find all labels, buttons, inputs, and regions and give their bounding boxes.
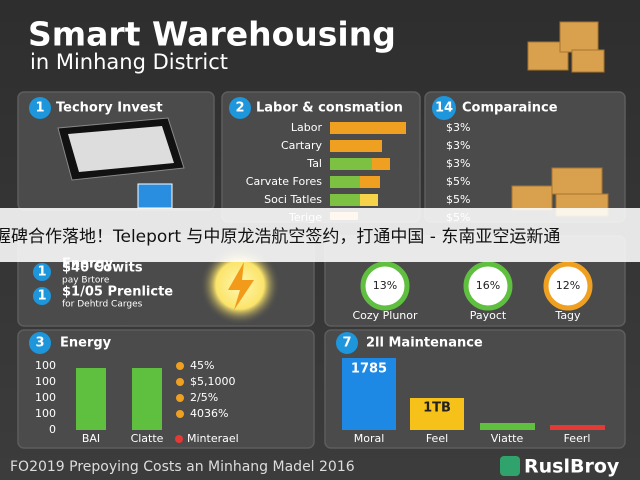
- badge: [336, 332, 358, 354]
- bar: [410, 398, 464, 430]
- category-label: Minterael: [187, 432, 239, 445]
- panel-title: Techory Invest: [56, 101, 163, 116]
- badge: [33, 287, 51, 305]
- rate-label: Cozy Plunor: [352, 309, 418, 322]
- badge-number: 1: [37, 265, 46, 280]
- item-value: $1/05 Prenlicte: [62, 285, 173, 300]
- legend-label: 2/5%: [190, 391, 218, 404]
- bar: [480, 423, 535, 430]
- legend-dot: [176, 362, 184, 370]
- panel-title: Energy: [60, 336, 112, 351]
- badge: [432, 96, 456, 120]
- legend-label: 4036%: [190, 407, 228, 420]
- row-label: Cartary: [281, 139, 323, 152]
- rate-ring: [543, 261, 593, 311]
- badge: [29, 332, 51, 354]
- category-label: Feel: [426, 432, 448, 445]
- bar: [76, 368, 106, 430]
- badge-number: 3: [35, 336, 44, 351]
- brand: RuslBroy: [524, 456, 620, 478]
- subtitle: in Minhang District: [30, 50, 228, 74]
- bar: [550, 425, 605, 430]
- axis-label: 100: [35, 407, 56, 420]
- axis-label: 100: [35, 375, 56, 388]
- axis-label: 100: [35, 359, 56, 372]
- row-value: $5%: [446, 193, 470, 206]
- category-label: Viatte: [491, 432, 524, 445]
- tablet-screen: [68, 126, 174, 172]
- row-value: $3%: [446, 157, 470, 170]
- legend-dot: [176, 394, 184, 402]
- lightning-icon: [228, 262, 254, 310]
- banner: [0, 208, 640, 262]
- category-label: Feerl: [564, 432, 591, 445]
- item-value: $40 Cowits: [62, 261, 143, 276]
- rate-ring: [360, 261, 410, 311]
- row-value: $5%: [446, 175, 470, 188]
- brand-icon: [500, 456, 520, 476]
- panel: [324, 329, 626, 449]
- legend-dot: [176, 378, 184, 386]
- rate-value: 13%: [373, 279, 397, 292]
- panel-title: Comparaince: [462, 101, 558, 116]
- row-label: Carvate Fores: [246, 175, 322, 188]
- legend-label: $5,1000: [190, 375, 236, 388]
- boxes-icon: [527, 21, 605, 73]
- footer-text: FO2019 Prepoying Costs an Minhang Madel …: [10, 459, 355, 475]
- legend-dot: [176, 410, 184, 418]
- bar-label: 1785: [351, 362, 387, 377]
- row-value: $3%: [446, 121, 470, 134]
- badge-number: 1: [37, 289, 46, 304]
- axis-label: 100: [35, 391, 56, 404]
- badge: [29, 97, 51, 119]
- banner-text: 握碑合作落地！Teleport 与中原龙浩航空签约，打通中国 - 东南亚空运新通: [0, 227, 560, 247]
- badge: [33, 263, 51, 281]
- badge-number: 7: [342, 336, 351, 351]
- badge-number: 2: [235, 101, 244, 116]
- legend-label: 45%: [190, 359, 214, 372]
- title: Smart Warehousing: [28, 15, 396, 54]
- rate-value: 16%: [476, 279, 500, 292]
- badge-number: 1: [35, 101, 44, 116]
- row-value: $3%: [446, 139, 470, 152]
- item-note: pay Brtore: [62, 276, 110, 286]
- rate-ring: [463, 261, 513, 311]
- badge: [229, 97, 251, 119]
- bar: [132, 368, 162, 430]
- bar: [342, 358, 396, 430]
- legend-dot: [175, 435, 183, 443]
- labor-bars: [330, 122, 406, 220]
- rate-label: Payoct: [470, 309, 507, 322]
- row-label: Tal: [306, 157, 322, 170]
- badge-number: 14: [435, 101, 453, 116]
- row-label: Soci Tatles: [264, 193, 322, 206]
- panel-title: 2ll Maintenance: [366, 336, 483, 351]
- category-label: BAI: [82, 432, 100, 445]
- item-note: for Dehtrd Carges: [62, 300, 143, 310]
- axis-label: 0: [49, 423, 56, 436]
- bar-label: 1TB: [423, 401, 451, 416]
- device-icon: [137, 183, 173, 209]
- row-label: Labor: [291, 121, 323, 134]
- panel-title: Labor & consmation: [256, 101, 403, 116]
- rate-label: Tagy: [554, 309, 581, 322]
- category-label: Moral: [354, 432, 385, 445]
- category-label: Clatte: [131, 432, 164, 445]
- rate-value: 12%: [556, 279, 580, 292]
